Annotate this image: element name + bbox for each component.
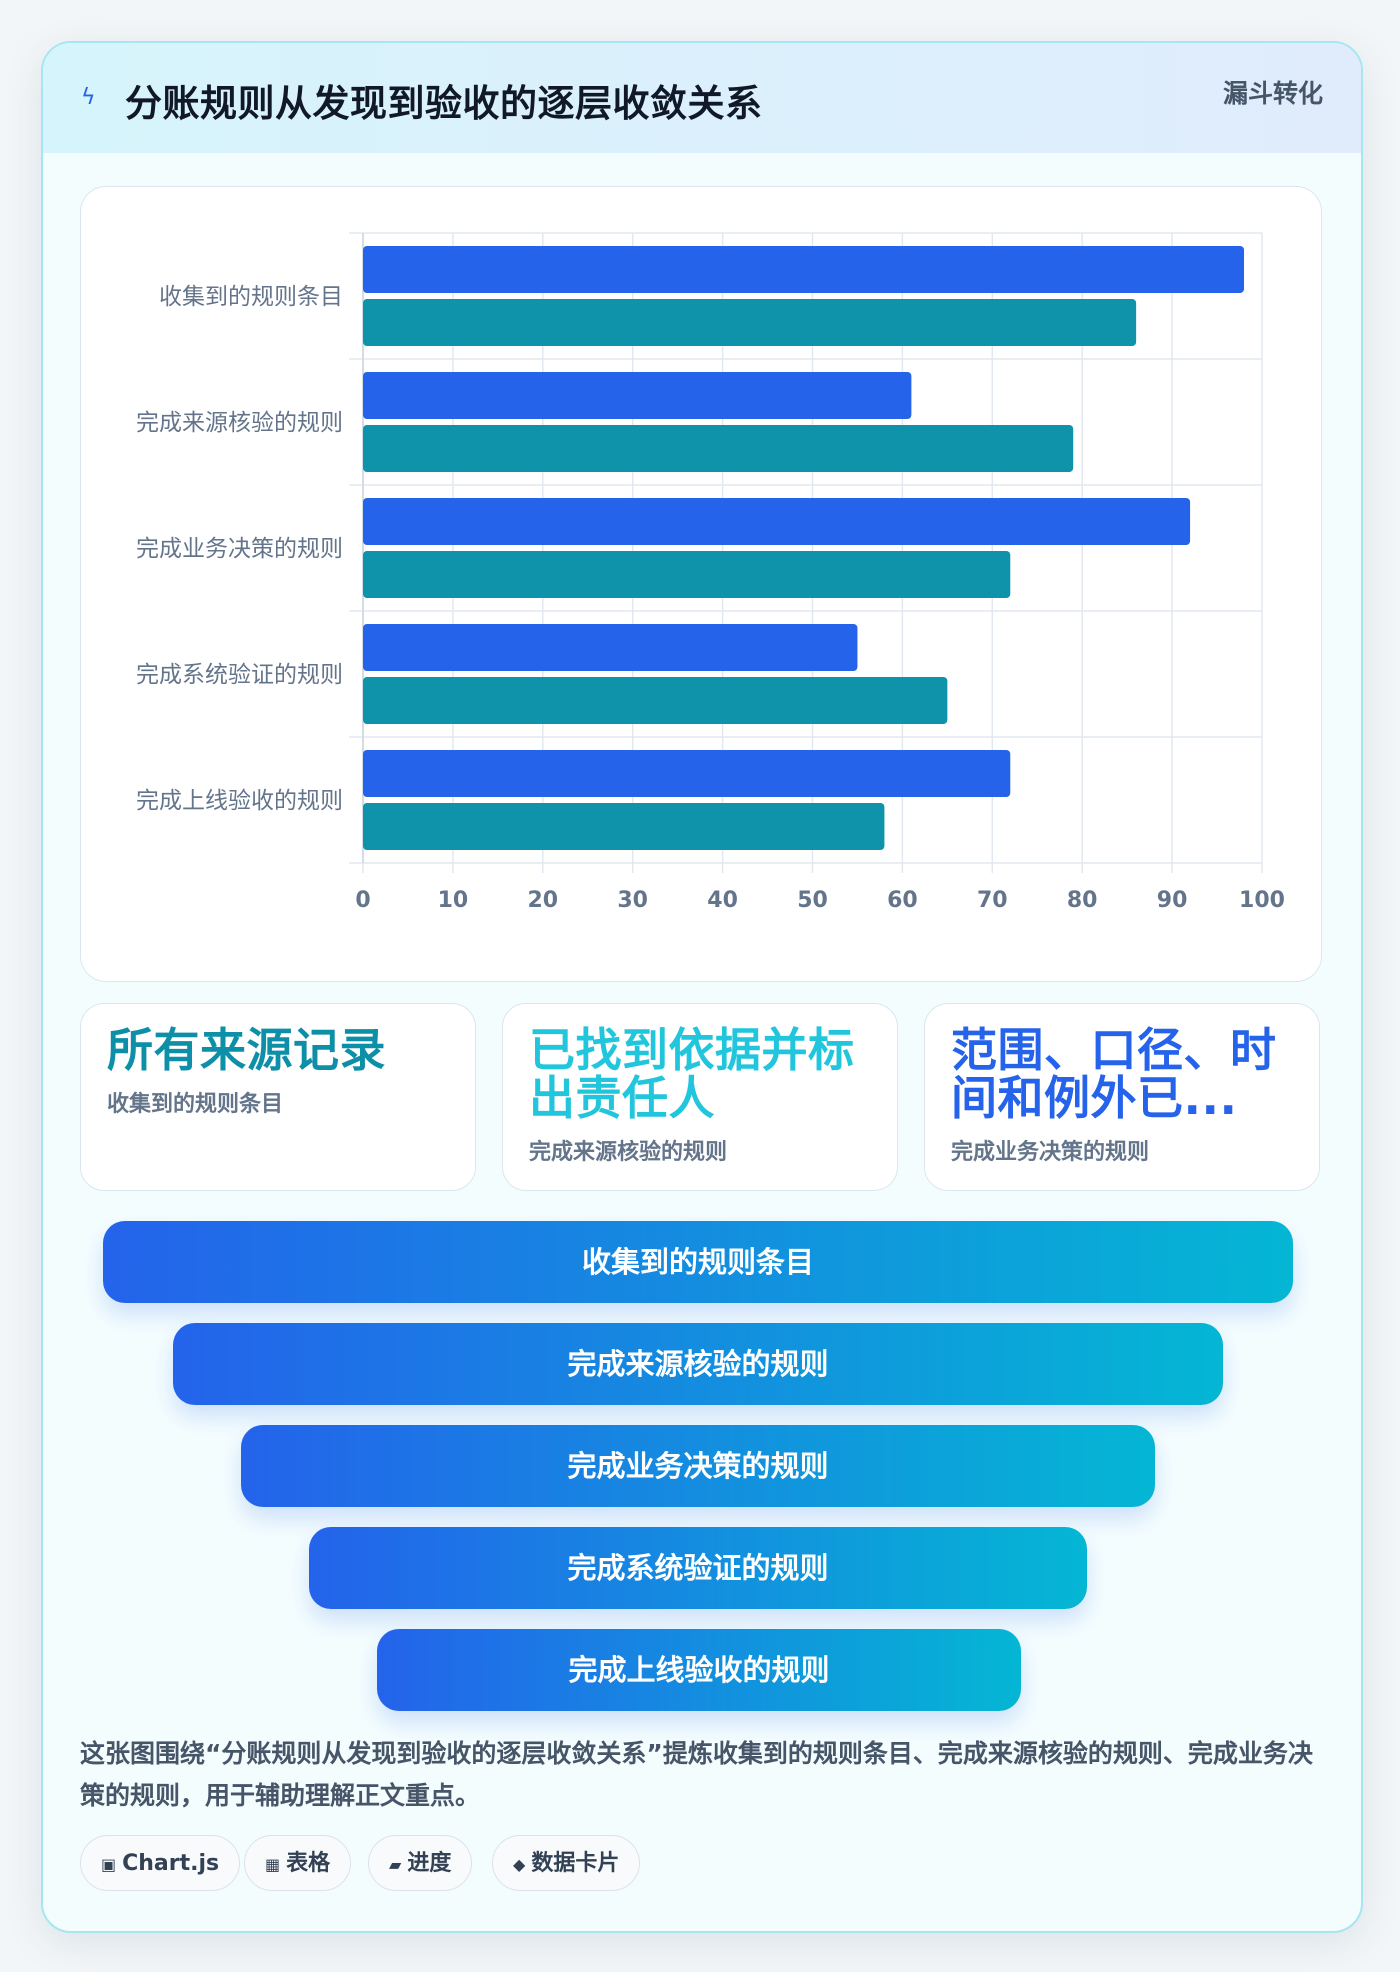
bar [363, 803, 885, 850]
bar [363, 425, 1074, 472]
tag-table[interactable]: ▦ 表格 [244, 1835, 352, 1891]
kpi-value: 范围、口径、时间和例外已... [951, 1023, 1277, 1125]
kpi-card: 所有来源记录 收集到的规则条目 [80, 1003, 476, 1191]
x-tick-label: 90 [1157, 888, 1188, 913]
kpi-label: 收集到的规则条目 [107, 1092, 284, 1117]
infographic-card: ϟ 分账规则从发现到验收的逐层收敛关系 漏斗转化 0 10 20 30 40 50 60 70… [41, 41, 1363, 1933]
card-header: ϟ 分账规则从发现到验收的逐层收敛关系 漏斗转化 [43, 43, 1361, 153]
kpi-cards: 所有来源记录 收集到的规则条目 已找到依据并标出责任人 完成来源核验的规则 范围… [80, 1003, 1320, 1191]
bar [363, 750, 1011, 797]
bar [363, 498, 1191, 545]
page-title: 分账规则从发现到验收的逐层收敛关系 [125, 82, 763, 125]
table-icon: ▦ [265, 1855, 281, 1874]
chart-type-badge: 漏斗转化 [1222, 79, 1323, 108]
bar [363, 624, 858, 671]
bar [363, 372, 912, 419]
funnel-step: 收集到的规则条目 [103, 1221, 1293, 1303]
x-tick-label: 50 [797, 888, 828, 913]
tag-label: 表格 [286, 1851, 331, 1876]
tag-chartjs[interactable]: ▣ Chart.js [80, 1835, 241, 1891]
bar [363, 551, 1011, 598]
tag-label: 数据卡片 [531, 1851, 620, 1876]
x-tick-label: 30 [617, 888, 648, 913]
kpi-value: 已找到依据并标出责任人 [529, 1023, 855, 1125]
x-tick-label: 40 [707, 888, 738, 913]
x-tick-label: 20 [527, 888, 558, 913]
tag-progress[interactable]: ▰ 进度 [368, 1835, 473, 1891]
bar [363, 677, 948, 724]
progress-icon: ▰ [389, 1855, 402, 1874]
y-category-label: 完成上线验收的规则 [136, 788, 343, 814]
tag-label: Chart.js [122, 1851, 220, 1876]
x-tick-label: 80 [1067, 888, 1098, 913]
x-tick-label: 100 [1239, 888, 1285, 913]
x-tick-label: 0 [355, 888, 370, 913]
lightning-icon: ϟ [81, 85, 96, 110]
x-tick-label: 60 [887, 888, 918, 913]
chart-icon: ▣ [101, 1855, 117, 1874]
y-category-label: 完成来源核验的规则 [136, 410, 343, 436]
x-tick-label: 10 [438, 888, 469, 913]
bar [363, 246, 1245, 293]
funnel-step: 完成上线验收的规则 [377, 1629, 1021, 1711]
y-category-label: 完成系统验证的规则 [136, 662, 343, 688]
kpi-card: 已找到依据并标出责任人 完成来源核验的规则 [502, 1003, 898, 1191]
bar-chart-panel: 0 10 20 30 40 50 60 70 80 90 100 收集到的规则条目完成来源核验的规则完… [80, 186, 1322, 982]
tag-label: 进度 [407, 1851, 452, 1876]
tag-data-card[interactable]: ◆ 数据卡片 [492, 1835, 641, 1891]
kpi-label: 完成来源核验的规则 [529, 1140, 728, 1165]
bar [363, 299, 1137, 346]
x-tick-label: 70 [977, 888, 1008, 913]
summary-text: 这张图围绕“分账规则从发现到验收的逐层收敛关系”提炼收集到的规则条目、完成来源核… [80, 1739, 1313, 1810]
y-category-label: 收集到的规则条目 [159, 284, 343, 310]
bar-chart: 0 10 20 30 40 50 60 70 80 90 100 收集到的规则条目完成来源核验的规则完… [136, 232, 1285, 913]
kpi-value: 所有来源记录 [107, 1023, 386, 1077]
y-category-label: 完成业务决策的规则 [136, 536, 343, 562]
funnel-step: 完成业务决策的规则 [241, 1425, 1155, 1507]
kpi-card: 范围、口径、时间和例外已... 完成业务决策的规则 [924, 1003, 1320, 1191]
funnel-step: 完成来源核验的规则 [173, 1323, 1223, 1405]
diamond-icon: ◆ [513, 1855, 526, 1874]
kpi-label: 完成业务决策的规则 [951, 1140, 1150, 1165]
funnel-step: 完成系统验证的规则 [309, 1527, 1087, 1609]
